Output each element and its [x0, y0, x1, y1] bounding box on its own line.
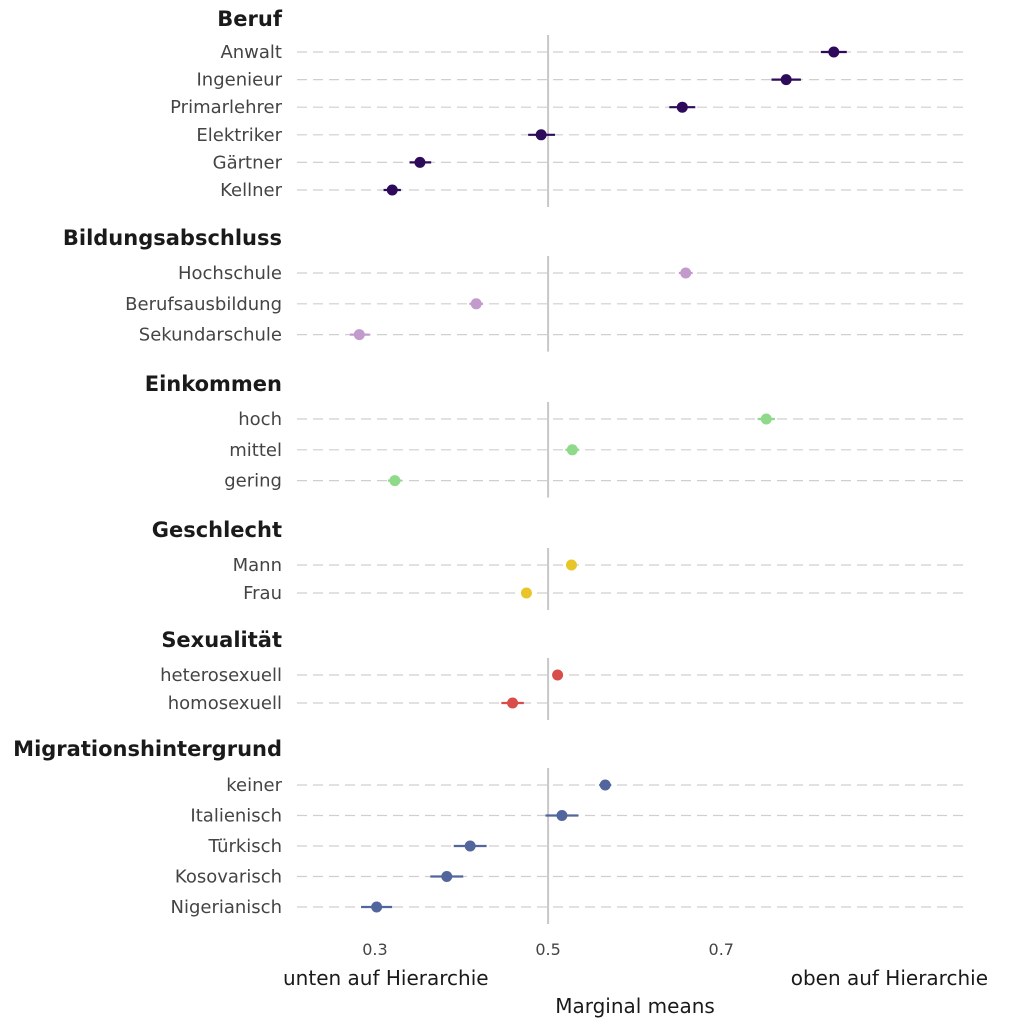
estimate-point	[552, 669, 564, 681]
estimate-point	[464, 840, 476, 852]
left-note: unten auf Hierarchie	[283, 966, 489, 990]
level-label: Kosovarisch	[175, 867, 282, 888]
level-label: Frau	[243, 583, 282, 604]
estimate-point	[520, 587, 532, 599]
estimate-point	[441, 871, 453, 882]
estimate-point	[414, 156, 426, 168]
group-5: Migrationshintergrund keiner Italienisch Tü…	[13, 737, 968, 924]
estimate-point	[371, 901, 383, 913]
level-label: Sekundarschule	[139, 325, 282, 346]
level-label: hoch	[238, 409, 282, 430]
level-label: Gärtner	[213, 152, 283, 173]
level-label: Berufsausbildung	[125, 294, 282, 315]
level-label: Türkisch	[208, 836, 282, 857]
estimate-point	[599, 779, 611, 791]
group-2: Einkommen hoch mittel gering	[145, 372, 968, 498]
estimate-point	[566, 444, 578, 456]
estimate-point	[676, 101, 688, 113]
level-label: Elektriker	[196, 125, 282, 146]
group-title: Migrationshintergrund	[13, 737, 282, 761]
group-title: Bildungsabschluss	[63, 226, 282, 250]
estimate-point	[507, 697, 519, 709]
right-note: oben auf Hierarchie	[791, 966, 988, 990]
group-1: Bildungsabschluss Hochschule Berufsausbild…	[63, 226, 968, 352]
level-label: homosexuell	[168, 693, 282, 714]
level-label: Ingenieur	[196, 70, 282, 91]
group-title: Geschlecht	[152, 518, 282, 542]
x-tick-label: 0.5	[535, 940, 560, 959]
estimate-point	[353, 329, 365, 341]
estimate-point	[760, 413, 772, 425]
x-axis-title: Marginal means	[555, 994, 715, 1018]
estimate-point	[565, 559, 577, 571]
level-label: gering	[224, 471, 282, 492]
level-label: mittel	[229, 440, 282, 461]
group-3: Geschlecht Mann Frau	[152, 518, 968, 610]
estimate-point	[386, 184, 398, 196]
level-label: Mann	[233, 555, 282, 576]
chart-panels: Beruf Anwalt Ingenieur Primarlehrer Elektrik…	[13, 7, 968, 924]
level-label: Anwalt	[220, 42, 282, 63]
group-4: Sexualität heterosexuell homosexuell	[160, 628, 968, 720]
level-label: Primarlehrer	[170, 97, 282, 118]
estimate-point	[556, 810, 568, 821]
level-label: Nigerianisch	[171, 897, 283, 918]
estimate-point	[680, 267, 692, 279]
group-0: Beruf Anwalt Ingenieur Primarlehrer Elektrik…	[170, 7, 968, 207]
group-title: Sexualität	[161, 628, 282, 652]
level-label: Kellner	[220, 180, 282, 201]
estimate-point	[389, 475, 401, 487]
level-label: heterosexuell	[160, 665, 282, 686]
x-axis: unten auf Hierarchie oben auf Hierarchie…	[283, 940, 988, 1018]
estimate-point	[535, 129, 547, 141]
estimate-point	[780, 74, 792, 86]
x-tick-label: 0.7	[709, 940, 734, 959]
level-label: Italienisch	[190, 806, 282, 827]
estimate-point	[828, 46, 840, 58]
group-title: Beruf	[217, 7, 283, 31]
level-label: Hochschule	[178, 263, 282, 284]
estimate-point	[470, 298, 482, 310]
x-tick-label: 0.3	[362, 940, 387, 959]
level-label: keiner	[226, 775, 282, 796]
group-title: Einkommen	[145, 372, 282, 396]
